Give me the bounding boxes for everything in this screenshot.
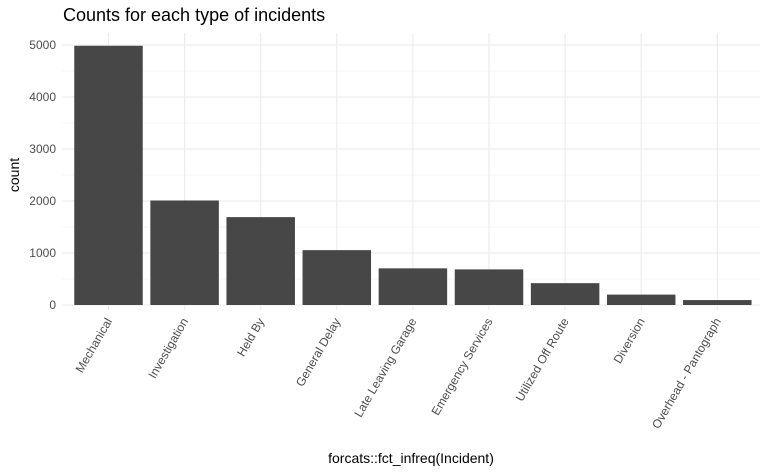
chart-title: Counts for each type of incidents bbox=[63, 5, 325, 25]
x-tick-label: Emergency Services bbox=[428, 316, 495, 418]
bar bbox=[683, 300, 752, 305]
bar bbox=[530, 283, 600, 305]
bar bbox=[74, 45, 143, 305]
y-tick-label: 3000 bbox=[29, 142, 56, 156]
bars bbox=[74, 45, 752, 305]
y-tick-label: 4000 bbox=[29, 90, 56, 104]
y-tick-label: 2000 bbox=[29, 194, 56, 208]
y-axis-ticks: 0 1000 2000 3000 4000 5000 bbox=[29, 38, 56, 312]
x-axis-title: forcats::fct_infreq(Incident) bbox=[328, 450, 494, 466]
x-tick-label: Overhead - Pantograph bbox=[649, 316, 724, 432]
x-tick-label: Held By bbox=[234, 316, 267, 359]
x-axis-ticks: Mechanical Investigation Held By General De… bbox=[73, 315, 724, 431]
x-tick-label: Utilized Off Route bbox=[513, 315, 572, 404]
x-tick-label: Mechanical bbox=[73, 316, 115, 376]
bar bbox=[150, 200, 219, 305]
bar bbox=[378, 268, 448, 305]
bar bbox=[454, 269, 524, 305]
x-tick-label: General Delay bbox=[293, 316, 343, 389]
y-axis-title: count bbox=[6, 158, 22, 192]
x-tick-label: Investigation bbox=[145, 316, 191, 381]
y-tick-label: 1000 bbox=[29, 246, 56, 260]
bar bbox=[226, 217, 295, 305]
y-tick-label: 5000 bbox=[29, 38, 56, 52]
y-tick-label: 0 bbox=[49, 298, 56, 312]
x-tick-label: Diversion bbox=[611, 316, 648, 366]
bar bbox=[302, 250, 372, 305]
x-tick-label: Late Leaving Garage bbox=[351, 315, 419, 419]
bar bbox=[606, 294, 676, 305]
